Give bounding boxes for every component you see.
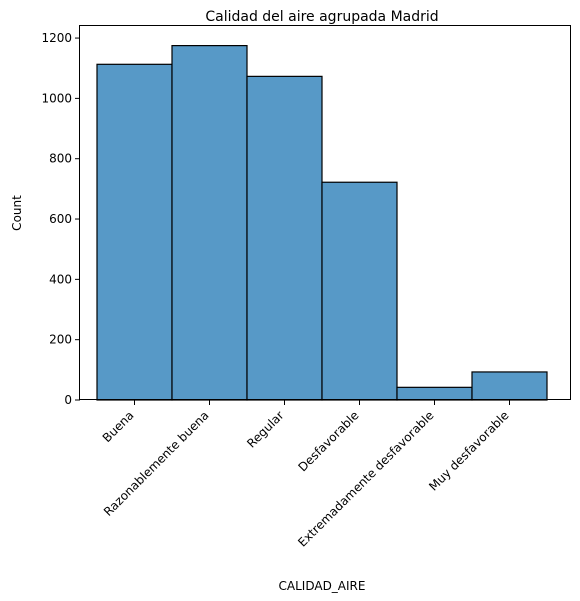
x-axis-label: CALIDAD_AIRE: [279, 579, 366, 593]
x-tick-label-5: Muy desfavorable: [426, 408, 511, 493]
y-tick-label-6: 1200: [41, 31, 72, 45]
y-tick-label-1: 200: [49, 333, 72, 347]
x-tick-label-0: Buena: [100, 408, 137, 445]
bar-0: [96, 63, 173, 401]
axes-frame: [79, 25, 571, 400]
x-tick-label-4: Extremadamente desfavorable: [295, 408, 436, 549]
y-tick-label-4: 800: [49, 152, 72, 166]
x-tick-label-2: Regular: [244, 408, 286, 450]
bar-1: [171, 45, 248, 401]
y-tick-label-0: 0: [64, 393, 72, 407]
x-tick-label-3: Desfavorable: [295, 408, 361, 474]
y-tick-label-2: 400: [49, 272, 72, 286]
bars-group: [96, 45, 548, 401]
chart-title: Calidad del aire agrupada Madrid: [205, 9, 438, 25]
bar-2: [246, 75, 323, 401]
y-axis-label: Count: [10, 195, 24, 231]
y-tick-label-3: 600: [49, 212, 72, 226]
bar-3: [321, 181, 398, 401]
y-tick-label-5: 1000: [41, 91, 72, 105]
y-axis: 0 200 400 600 800 1000 1200: [41, 31, 80, 407]
bar-4: [396, 386, 473, 401]
bar-5: [471, 371, 548, 401]
